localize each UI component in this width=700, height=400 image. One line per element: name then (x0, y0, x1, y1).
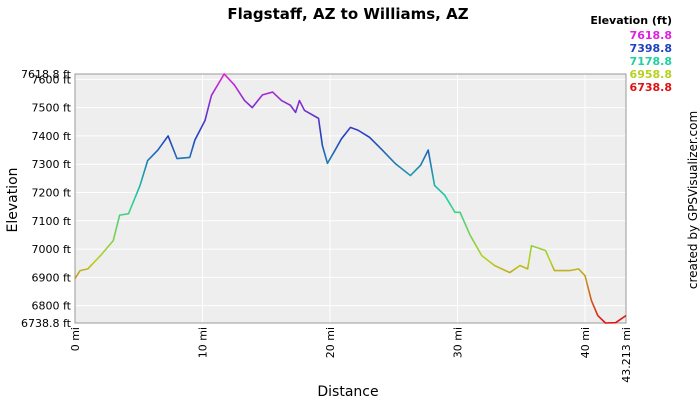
credit: created by GPSVisualizer.com (686, 111, 700, 289)
x-tick-label: 0 mi (69, 327, 82, 351)
y-axis-label: Elevation (5, 167, 21, 232)
y-tick-label: 7500 ft (32, 102, 72, 115)
legend-value: 7398.8 (630, 42, 672, 55)
legend-value: 7618.8 (630, 29, 672, 42)
x-tick-label: 43.213 mi (620, 327, 633, 383)
x-axis-label: Distance (317, 384, 378, 400)
y-tick-label: 6900 ft (32, 271, 72, 284)
legend-value: 6958.8 (630, 68, 672, 81)
y-tick-label: 7618.8 ft (21, 68, 72, 81)
x-tick-label: 20 mi (324, 327, 337, 358)
y-tick-label: 7400 ft (32, 130, 72, 143)
y-tick-label: 7300 ft (32, 158, 72, 171)
legend-value: 7178.8 (630, 55, 672, 68)
y-tick-label: 6738.8 ft (21, 317, 72, 330)
chart-title: Flagstaff, AZ to Williams, AZ (227, 5, 468, 23)
x-tick-label: 10 mi (197, 327, 210, 358)
y-tick-label: 7000 ft (32, 243, 72, 256)
x-tick-label: 30 mi (452, 327, 465, 358)
x-tick-label: 40 mi (579, 327, 592, 358)
y-tick-label: 7100 ft (32, 215, 72, 228)
y-tick-label: 7200 ft (32, 187, 72, 200)
y-tick-label: 7600 ft (32, 73, 72, 86)
elevation-line (74, 73, 627, 324)
plot-border (74, 73, 627, 324)
legend-value: 6738.8 (630, 81, 672, 94)
plot-area (75, 74, 626, 323)
y-tick-label: 6800 ft (32, 300, 72, 313)
legend-title: Elevation (ft) (590, 14, 672, 27)
